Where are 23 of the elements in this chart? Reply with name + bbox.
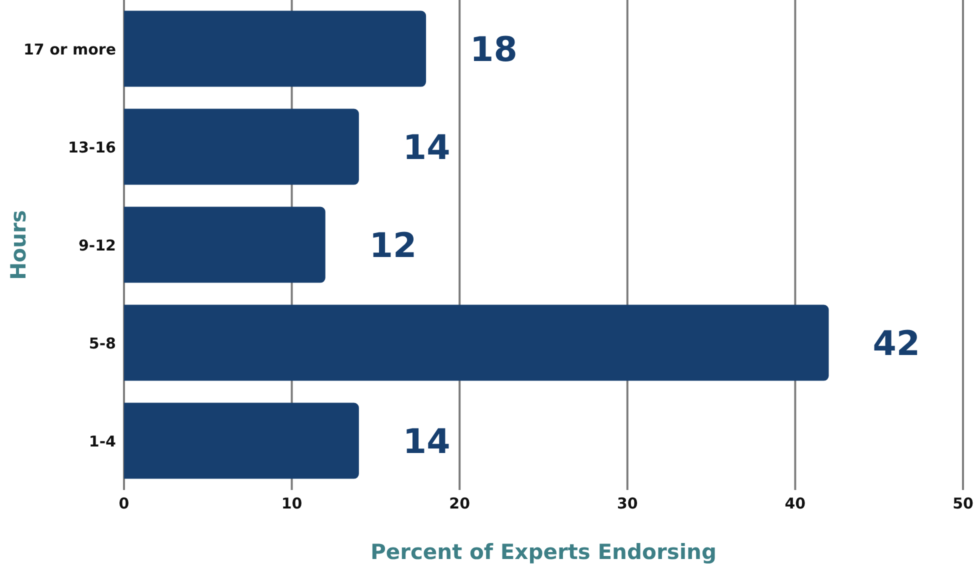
bar bbox=[124, 402, 359, 479]
bar bbox=[124, 10, 426, 87]
data-label: 14 bbox=[402, 422, 450, 462]
bar bbox=[124, 304, 829, 381]
x-tick-label: 20 bbox=[449, 494, 470, 513]
y-tick-label: 9-12 bbox=[78, 236, 116, 254]
x-tick-label: 50 bbox=[952, 494, 974, 513]
data-label: 18 bbox=[470, 30, 518, 70]
x-tick-label: 0 bbox=[118, 494, 130, 513]
y-tick-label: 13-16 bbox=[68, 138, 116, 156]
x-tick-label: 30 bbox=[616, 494, 638, 513]
bar bbox=[124, 108, 359, 185]
y-axis-title: Hours bbox=[6, 210, 30, 280]
data-label: 42 bbox=[872, 324, 920, 364]
data-label: 14 bbox=[402, 128, 450, 168]
bar bbox=[124, 206, 326, 283]
x-tick-label: 10 bbox=[281, 494, 302, 513]
y-tick-label: 17 or more bbox=[23, 40, 116, 58]
x-axis-title: Percent of Experts Endorsing bbox=[370, 540, 717, 564]
data-label: 12 bbox=[369, 226, 417, 266]
y-tick-label: 5-8 bbox=[88, 334, 116, 352]
y-tick-label: 1-4 bbox=[88, 432, 116, 450]
x-tick-label: 40 bbox=[784, 494, 806, 513]
